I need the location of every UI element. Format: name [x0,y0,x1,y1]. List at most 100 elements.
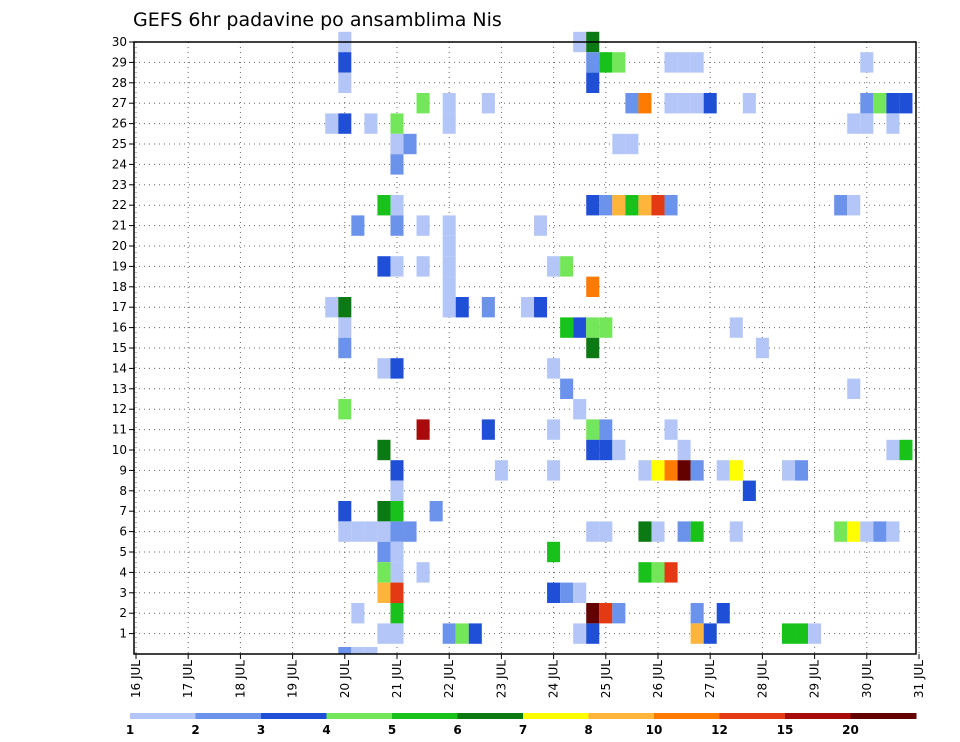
heatmap-cell [586,337,600,359]
y-tick-label: 11 [112,423,127,437]
heatmap-cell [625,195,639,216]
heatmap-cell [390,562,404,583]
heatmap-cell [338,317,352,338]
heatmap-cell [390,501,404,522]
heatmap-cell [481,419,495,440]
heatmap-cell [651,562,665,583]
heatmap-cell [781,623,796,644]
heatmap-cell [612,603,626,624]
heatmap-cell [860,93,874,114]
x-axis: 16 JUL 17 JUL 18 JUL 19 JUL 20 JUL 21 JUL 22 J… [129,654,926,698]
legend-label: 15 [777,723,794,737]
heatmap-cell [677,460,691,481]
heatmap-cell [481,93,495,114]
heatmap-cell [390,480,404,501]
heatmap-cell [599,52,613,73]
heatmap-cell [377,256,391,277]
x-tick-label: 27 JUL [703,660,717,698]
heatmap-cell [338,501,352,522]
heatmap-cell [338,337,352,359]
heatmap-cell [716,460,730,481]
y-tick-label: 28 [112,76,127,90]
heatmap-cell [612,52,626,73]
x-tick-label: 22 JUL [442,660,456,698]
heatmap-cell [664,52,678,73]
heatmap-cell [351,603,365,624]
heatmap-cell [547,582,561,603]
heatmap-cell [325,297,339,318]
heatmap-cell [834,195,848,216]
heatmap-cell [586,419,600,440]
heatmap-cell [416,419,430,440]
heatmap-cell [377,358,391,379]
y-tick-label: 25 [112,137,127,151]
heatmap-cell [729,460,743,481]
heatmap-cell [586,195,600,216]
legend-swatch [392,713,458,719]
legend-swatch [654,713,720,719]
heatmap-cell [390,256,404,277]
x-tick-label: 19 JUL [286,660,300,698]
heatmap-cell [377,521,391,542]
y-tick-label: 4 [119,565,127,579]
heatmap-cell [873,521,887,542]
heatmap-cell [573,582,587,603]
heatmap-cell [547,358,561,379]
heatmap-cell [834,521,848,542]
legend-swatch [719,713,786,719]
x-tick-label: 31 JUL [912,660,926,698]
heatmap-cell [899,439,913,461]
heatmap-cell [390,215,404,236]
heatmap-cell [625,93,639,114]
heatmap-cell [599,439,613,461]
heatmap-cell [547,419,561,440]
heatmap-cell [390,195,404,216]
x-tick-label: 30 JUL [860,660,874,698]
heatmap-cell [860,52,874,73]
heatmap-cell [547,256,561,277]
heatmap-cell [481,297,495,318]
y-tick-label: 17 [112,300,127,314]
heatmap-cell [416,215,430,236]
y-tick-label: 20 [112,239,127,253]
y-tick-label: 2 [119,606,127,620]
legend-label: 4 [322,723,330,737]
heatmap-cells [325,31,913,654]
y-tick-label: 8 [119,484,127,498]
heatmap-cell [664,460,678,481]
x-tick-label: 16 JUL [129,660,143,698]
heatmap-cell [364,521,378,542]
heatmap-cell [625,133,639,155]
heatmap-cell [390,460,404,481]
legend-swatch [195,713,262,719]
heatmap-cell [599,521,613,542]
heatmap-cell [377,195,391,216]
heatmap-cell [390,154,404,175]
heatmap-cell [364,647,378,654]
heatmap-cell [651,521,665,542]
heatmap-cell [795,623,809,644]
y-axis: 1234567891011121314151617181920212223242… [112,35,134,641]
heatmap-cell [795,460,809,481]
x-tick-label: 24 JUL [547,660,561,698]
heatmap-cell [690,521,704,542]
y-tick-label: 18 [112,280,127,294]
heatmap-cell [573,399,587,420]
legend-swatch [261,713,327,719]
heatmap-cell [560,256,574,277]
heatmap-cell [886,93,900,114]
heatmap-cell [573,623,587,644]
y-tick-label: 26 [112,117,127,131]
x-tick-label: 23 JUL [494,660,508,698]
heatmap-cell [651,195,665,216]
heatmap-cell [677,439,691,461]
heatmap-cell [338,113,352,134]
heatmap-cell [390,133,404,155]
heatmap-cell [847,113,861,134]
legend-label: 8 [584,723,592,737]
heatmap-cell [742,93,756,114]
heatmap-cell [351,521,365,542]
grid-lines [134,41,920,654]
heatmap-cell [377,501,391,522]
y-tick-label: 10 [112,443,127,457]
